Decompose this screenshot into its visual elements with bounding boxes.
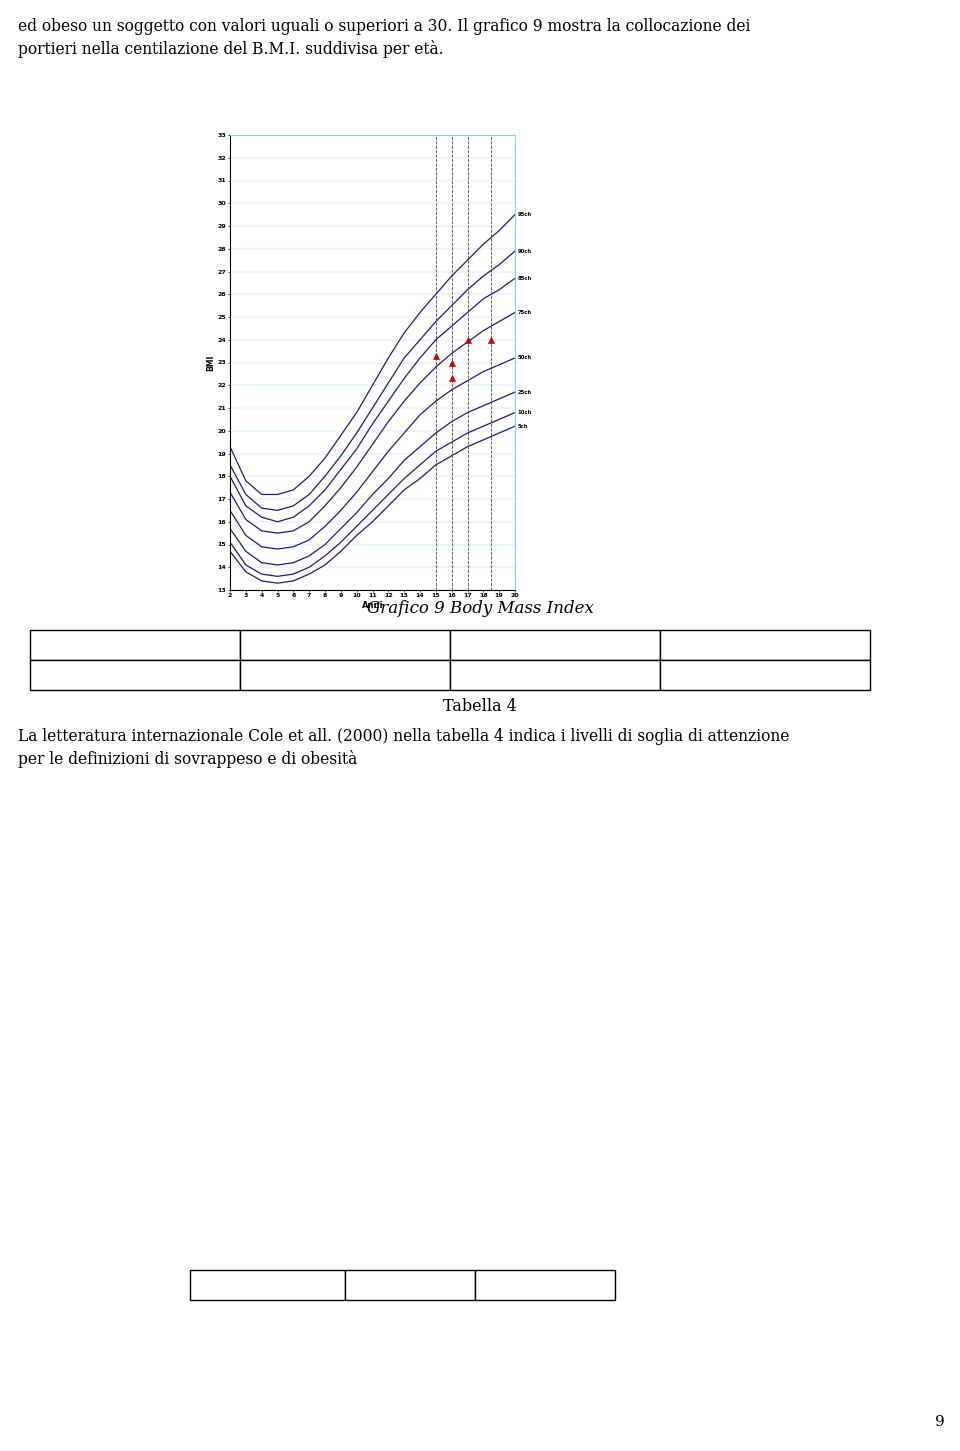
Text: La letteratura internazionale Cole et all. (2000) nella tabella 4 indica i livel: La letteratura internazionale Cole et al… — [18, 728, 789, 744]
Text: Sovrappeso: Sovrappeso — [365, 1278, 455, 1291]
Text: Anni 16: Anni 16 — [312, 638, 378, 651]
Text: ed obeso un soggetto con valori uguali o superiori a 30. Il grafico 9 mostra la : ed obeso un soggetto con valori uguali o… — [18, 17, 751, 35]
Text: 9: 9 — [935, 1415, 945, 1429]
Text: 5ch: 5ch — [517, 424, 528, 428]
Bar — [30, 630, 240, 660]
Text: 25ch: 25ch — [517, 389, 532, 395]
Text: Anni 18-19: Anni 18-19 — [718, 638, 812, 651]
Text: 90ch: 90ch — [517, 248, 532, 254]
Text: Tabella 4: Tabella 4 — [444, 698, 516, 715]
Bar — [450, 660, 660, 691]
Text: 23: 23 — [248, 667, 269, 682]
Text: Grafico 9 Body Mass Index: Grafico 9 Body Mass Index — [367, 601, 593, 617]
Bar — [240, 630, 450, 660]
Text: 23.4: 23.4 — [668, 667, 706, 682]
Bar — [660, 630, 870, 660]
Bar — [475, 1270, 615, 1300]
Text: per le definizioni di sovrappeso e di obesità: per le definizioni di sovrappeso e di ob… — [18, 750, 357, 768]
Bar — [345, 1270, 475, 1300]
Bar — [450, 630, 660, 660]
Text: Anni 15: Anni 15 — [102, 638, 168, 651]
Text: 10ch: 10ch — [517, 411, 532, 415]
Text: 95ch: 95ch — [517, 212, 532, 218]
Text: 85ch: 85ch — [517, 276, 532, 281]
Text: Obesità: Obesità — [516, 1278, 575, 1291]
Bar — [660, 660, 870, 691]
Text: 22: 22 — [458, 667, 479, 682]
Bar — [190, 1270, 345, 1300]
Bar — [240, 660, 450, 691]
Y-axis label: BMI: BMI — [206, 354, 215, 370]
Text: portieri nella centilazione del B.M.I. suddivisa per età.: portieri nella centilazione del B.M.I. s… — [18, 41, 444, 58]
Text: 75ch: 75ch — [517, 311, 532, 315]
Text: 50ch: 50ch — [517, 355, 532, 360]
Text: Anni 17: Anni 17 — [522, 638, 588, 651]
Bar — [30, 660, 240, 691]
Text: 23.3: 23.3 — [38, 667, 75, 682]
X-axis label: Anni: Anni — [362, 601, 383, 611]
